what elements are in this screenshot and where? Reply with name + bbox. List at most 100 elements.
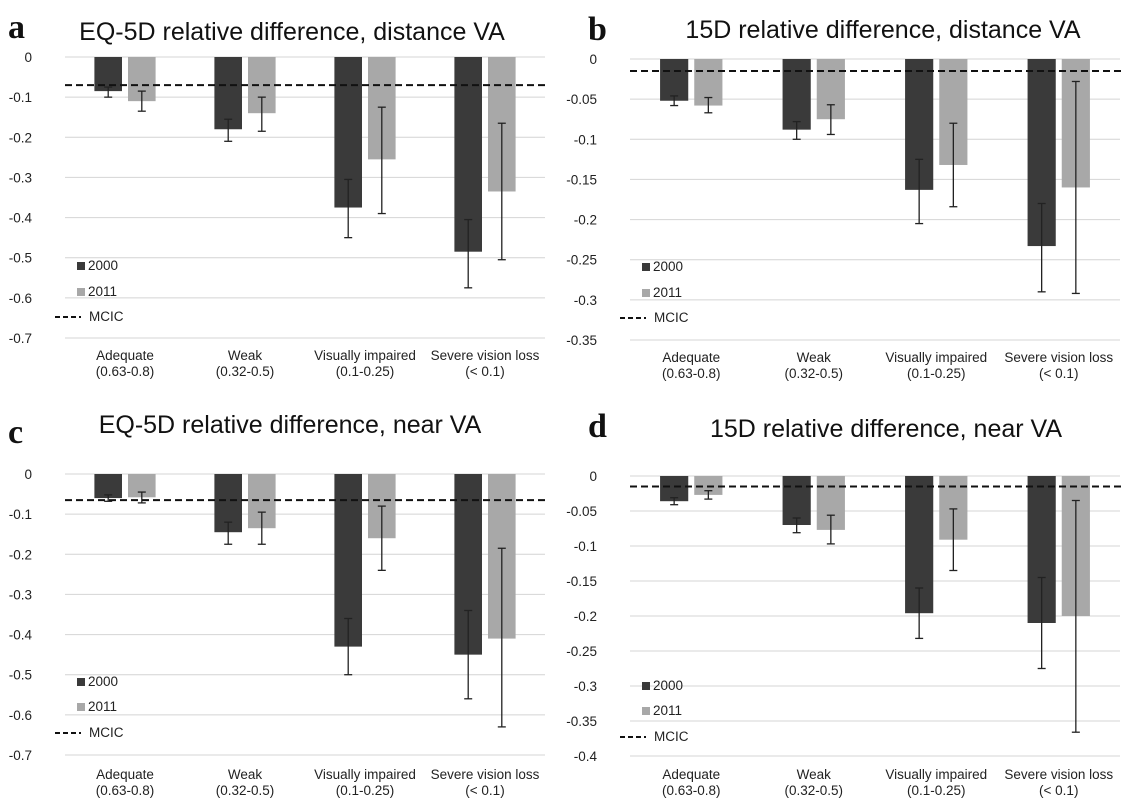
category-label: Severe vision loss [431,767,540,782]
chart-panel-d: d 15D relative difference, near VA 0 -0.05 -… [566,408,1124,798]
legend-swatch-2011 [77,703,85,711]
y-tick-label: -0.2 [9,130,32,145]
y-tick-label: -0.3 [9,587,32,602]
category-label: Severe vision loss [431,348,540,363]
y-tick-label: -0.3 [574,679,597,694]
bar-2000-2 [214,57,242,130]
category-sublabel: (< 0.1) [1039,366,1078,381]
y-tick-label: -0.5 [9,668,32,683]
chart-title: 15D relative difference, distance VA [685,16,1080,44]
y-tick-label: 0 [24,50,32,65]
legend-label-2011: 2011 [88,284,117,299]
y-tick-label: -0.1 [574,539,597,554]
legend-label-2000: 2000 [653,678,683,693]
category-sublabel: (0.63-0.8) [662,366,721,381]
y-tick-label: 0 [589,469,597,484]
y-tick-label: -0.35 [566,714,597,729]
y-tick-label: -0.15 [566,172,597,187]
legend-swatch-2000 [642,682,650,690]
legend-swatch-2000 [642,263,650,271]
y-tick-label: -0.25 [566,644,597,659]
y-tick-label: -0.6 [9,708,32,723]
y-tick-label: -0.2 [574,213,597,228]
legend-swatch-2011 [77,288,85,296]
legend-label-2000: 2000 [88,674,118,689]
category-sublabel: (< 0.1) [465,783,504,798]
y-tick-label: -0.25 [566,253,597,268]
y-tick-label: -0.6 [9,291,32,306]
category-sublabel: (0.63-0.8) [96,783,155,798]
y-tick-label: -0.1 [9,90,32,105]
category-sublabel: (< 0.1) [465,364,504,379]
chart-title: EQ-5D relative difference, distance VA [79,18,505,46]
y-tick-label: -0.7 [9,748,32,763]
panel-letter: b [588,11,607,48]
legend-swatch-2000 [77,262,85,270]
category-label: Visually impaired [885,350,987,365]
legend-label-mcic: MCIC [89,309,124,324]
y-tick-label: -0.1 [9,507,32,522]
category-sublabel: (0.63-0.8) [96,364,155,379]
chart-panel-a: a EQ-5D relative difference, distance VA 0… [8,9,549,379]
category-sublabel: (0.63-0.8) [662,783,721,798]
y-tick-label: -0.1 [574,132,597,147]
category-label: Visually impaired [885,767,987,782]
category-sublabel: (0.32-0.5) [784,783,843,798]
category-label: Adequate [96,767,154,782]
y-tick-label: -0.3 [9,170,32,185]
y-tick-label: -0.4 [9,628,33,643]
panel-letter: d [588,408,607,445]
y-tick-label: -0.4 [9,211,33,226]
legend-label-2011: 2011 [88,699,117,714]
y-tick-label: -0.05 [566,92,597,107]
y-tick-label: -0.2 [9,547,32,562]
category-sublabel: (0.1-0.25) [336,783,395,798]
y-tick-label: -0.35 [566,333,597,348]
category-sublabel: (0.1-0.25) [907,366,966,381]
category-label: Adequate [96,348,154,363]
legend-label-mcic: MCIC [654,310,689,325]
bar-2000-2 [782,476,811,525]
chart-panel-b: b 15D relative difference, distance VA 0 -0… [566,11,1124,381]
y-tick-label: -0.15 [566,574,597,589]
category-label: Severe vision loss [1004,350,1113,365]
category-label: Visually impaired [314,767,416,782]
legend-label-mcic: MCIC [654,729,689,744]
bar-2011-1 [694,476,723,495]
legend-label-mcic: MCIC [89,725,124,740]
y-tick-label: 0 [589,52,597,67]
bar-2000-2 [782,59,811,130]
bar-2000-1 [660,59,689,101]
legend-swatch-2011 [642,707,650,715]
bar-2000-1 [660,476,689,502]
y-tick-label: -0.5 [9,251,32,266]
category-sublabel: (0.32-0.5) [784,366,843,381]
category-label: Weak [797,350,832,365]
legend-label-2000: 2000 [88,258,118,273]
legend-label-2011: 2011 [653,285,682,300]
y-tick-label: -0.7 [9,331,32,346]
legend-swatch-2011 [642,289,650,297]
y-tick-label: -0.3 [574,293,597,308]
chart-panel-c: c EQ-5D relative difference, near VA 0 -0.1… [8,411,549,798]
category-label: Visually impaired [314,348,416,363]
panel-letter: a [8,9,25,46]
y-tick-label: -0.05 [566,504,597,519]
y-tick-label: -0.4 [574,749,598,764]
category-sublabel: (0.32-0.5) [216,783,275,798]
category-label: Weak [228,767,263,782]
bar-2011-1 [128,474,156,498]
chart-title: EQ-5D relative difference, near VA [99,411,482,439]
category-sublabel: (0.32-0.5) [216,364,275,379]
y-tick-label: 0 [24,467,32,482]
y-tick-label: -0.2 [574,609,597,624]
chart-title: 15D relative difference, near VA [710,415,1062,443]
category-sublabel: (0.1-0.25) [907,783,966,798]
legend-swatch-2000 [77,678,85,686]
category-sublabel: (0.1-0.25) [336,364,395,379]
category-label: Weak [228,348,263,363]
bar-2000-1 [94,474,122,499]
legend-label-2000: 2000 [653,259,683,274]
category-label: Weak [797,767,832,782]
